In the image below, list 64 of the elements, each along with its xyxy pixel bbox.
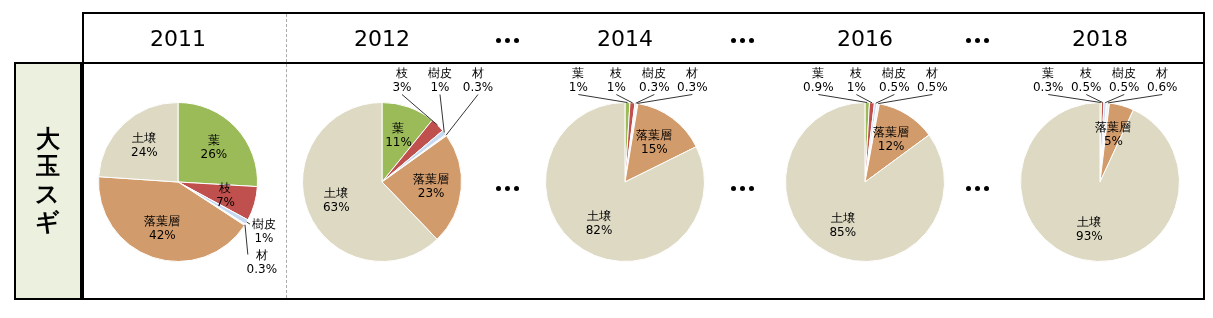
slice-label: 葉 [207, 133, 220, 148]
data-label: 0.5% [1070, 79, 1102, 94]
text: 大玉スギ [34, 124, 62, 237]
data-label: 11% [385, 134, 412, 149]
slice-label: 枝 [609, 65, 623, 80]
data-label: 0.5% [917, 79, 948, 94]
data-label: 1% [568, 79, 588, 94]
data-label: 1% [254, 231, 274, 246]
data-label: 82% [585, 223, 613, 238]
slice-label: 土壌 [132, 131, 157, 146]
slice-label: 樹皮 [251, 217, 276, 232]
slice-label: 材 [471, 65, 484, 80]
data-label: 1% [430, 79, 450, 94]
slice-label: 材 [925, 65, 939, 80]
slice-label: 葉 [392, 120, 405, 135]
data-label: 42% [149, 227, 176, 242]
slice-label: 樹皮 [1112, 65, 1137, 80]
chart-title: 2011 [149, 26, 207, 51]
slice-label: 葉 [812, 65, 825, 80]
chart-title: 2018 [1071, 26, 1129, 51]
slice-label: 材 [685, 65, 699, 80]
data-label: 15% [640, 141, 668, 156]
slice-label: 材 [254, 247, 268, 262]
slice-label: 土壌 [587, 209, 612, 224]
data-label: 12% [877, 139, 905, 154]
slice-label: 土壌 [1077, 215, 1102, 230]
data-label: 0.3% [246, 261, 278, 276]
data-label: 7% [215, 194, 235, 209]
data-label: 0.5% [879, 79, 910, 94]
data-label: 63% [322, 199, 350, 214]
slice-label: 樹皮 [428, 65, 452, 80]
slice-label: 枝 [218, 180, 232, 195]
data-label: 3% [392, 79, 412, 94]
slice-label: 土壌 [324, 185, 349, 200]
data-label: 1% [606, 79, 626, 94]
data-label: 0.9% [803, 79, 834, 94]
chart-title: 2014 [596, 26, 654, 51]
data-label: 23% [417, 185, 445, 200]
data-label: 0.3% [639, 79, 670, 94]
slice-label: 葉 [1042, 65, 1055, 80]
data-label: 0.3% [1032, 79, 1064, 94]
data-label: 0.5% [1108, 79, 1140, 94]
slice-label: 落葉層 [144, 213, 181, 228]
data-label: 24% [131, 145, 158, 160]
data-label: 0.3% [677, 79, 708, 94]
data-label: 85% [829, 225, 857, 240]
slice-label: 樹皮 [882, 65, 907, 80]
slice-label: 土壌 [830, 211, 855, 226]
slice-label: 落葉層 [636, 127, 673, 142]
data-label: 26% [200, 147, 228, 162]
data-label: 0.6% [1146, 79, 1178, 94]
slice-label: 葉 [572, 65, 585, 80]
slice-label: 材 [1155, 65, 1169, 80]
slice-label: 枝 [395, 65, 408, 80]
slice-label: 落葉層 [1095, 119, 1132, 134]
slice-label: 樹皮 [642, 65, 667, 80]
slice-label: 落葉層 [413, 171, 450, 186]
data-label: 0.3% [462, 79, 494, 94]
slice-label: 枝 [1079, 65, 1093, 80]
data-label: 93% [1076, 229, 1103, 244]
chart-title: 2016 [836, 26, 894, 51]
data-label: 1% [846, 79, 866, 94]
chart-title: 2012 [353, 26, 411, 51]
slice-label: 枝 [849, 65, 863, 80]
